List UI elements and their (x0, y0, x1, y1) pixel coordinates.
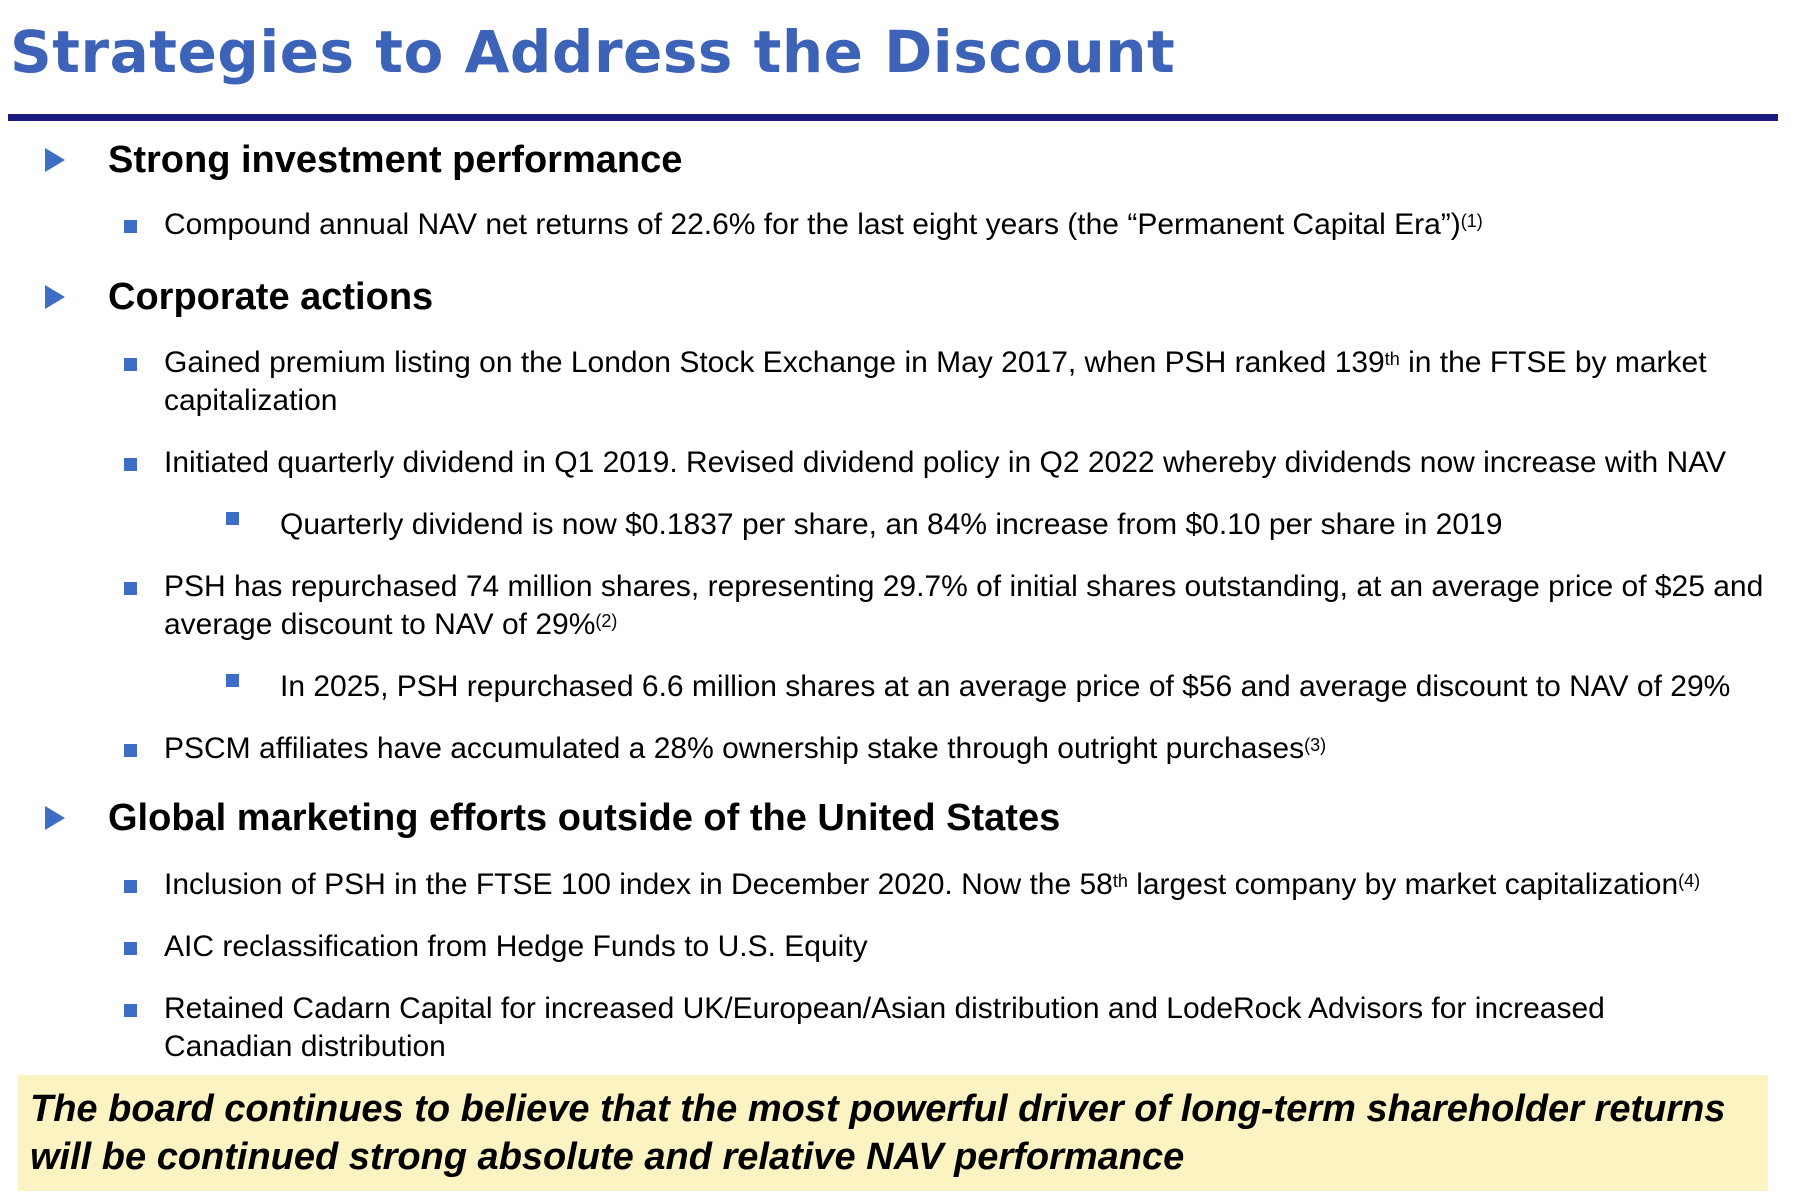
conclusion-callout: The board continues to believe that the … (18, 1075, 1768, 1191)
footnote-ref: (2) (595, 611, 618, 631)
section-heading: Strong investment performance (108, 139, 683, 181)
square-bullet-icon (124, 744, 137, 757)
list-item-text: Gained premium listing on the London Sto… (164, 346, 1707, 417)
ordinal-suffix: th (1384, 349, 1400, 369)
title-divider (8, 114, 1778, 121)
list-item-text: Inclusion of PSH in the FTSE 100 index i… (164, 868, 1701, 901)
square-bullet-icon (124, 880, 137, 893)
footnote-ref: (4) (1678, 871, 1701, 891)
list-item-text: Retained Cadarn Capital for increased UK… (164, 992, 1605, 1063)
page-title: Strategies to Address the Discount (10, 18, 1176, 86)
square-bullet-icon (124, 458, 137, 471)
sub-list-item-text: In 2025, PSH repurchased 6.6 million sha… (280, 670, 1731, 703)
list-item-text: PSCM affiliates have accumulated a 28% o… (164, 732, 1327, 765)
sub-list-item-text: Quarterly dividend is now $0.1837 per sh… (280, 508, 1503, 541)
section-heading: Global marketing efforts outside of the … (108, 797, 1061, 839)
list-item-text: AIC reclassification from Hedge Funds to… (164, 930, 868, 963)
square-bullet-icon (124, 942, 137, 955)
triangle-bullet-icon (45, 285, 65, 309)
square-bullet-icon (124, 358, 137, 371)
footnote-ref: (3) (1304, 735, 1327, 755)
triangle-bullet-icon (45, 148, 65, 172)
square-bullet-icon (226, 512, 239, 525)
ordinal-suffix: th (1112, 871, 1128, 891)
square-bullet-icon (226, 674, 239, 687)
triangle-bullet-icon (45, 806, 65, 830)
footnote-ref: (1) (1460, 211, 1483, 231)
section-heading: Corporate actions (108, 276, 434, 318)
list-item-text: PSH has repurchased 74 million shares, r… (164, 570, 1764, 641)
square-bullet-icon (124, 582, 137, 595)
list-item-text: Initiated quarterly dividend in Q1 2019.… (164, 446, 1727, 479)
list-item-text: Compound annual NAV net returns of 22.6%… (164, 208, 1483, 241)
callout-text: The board continues to believe that the … (30, 1088, 1726, 1178)
square-bullet-icon (124, 220, 137, 233)
square-bullet-icon (124, 1004, 137, 1017)
